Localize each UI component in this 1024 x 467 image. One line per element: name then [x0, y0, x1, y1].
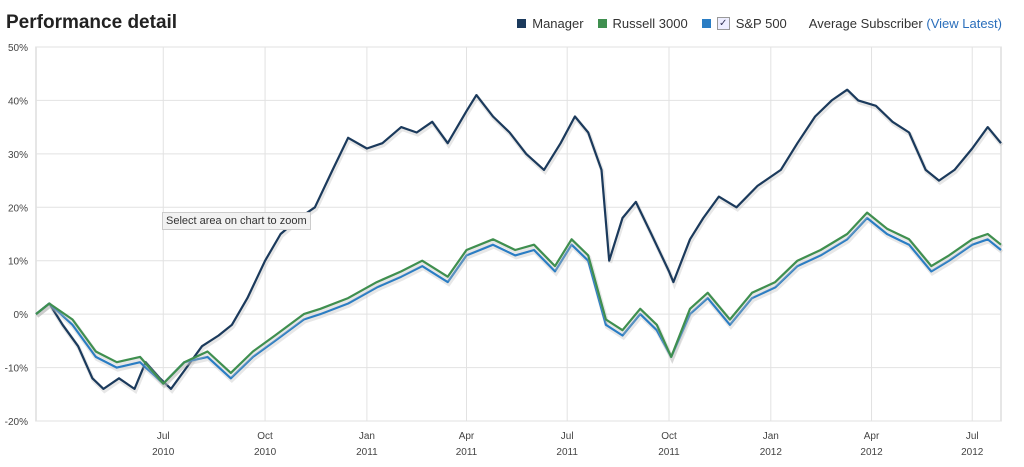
x-axis: Jul 2010 Oct 2010 Jan 2011 Apr 2011 Jul 2011 Oct 20…: [152, 431, 984, 458]
x-tick-year: 2011: [556, 447, 578, 458]
x-tick-month: Jan: [359, 431, 375, 442]
legend: Manager Russell 3000 ✓ S&P 500 Average S…: [503, 16, 1002, 31]
x-tick-month: Apr: [864, 431, 880, 442]
series-shadow-russell-3000: [35, 211, 1004, 389]
y-tick-label: 20%: [8, 203, 28, 214]
legend-label-sp500: S&P 500: [735, 16, 787, 31]
x-tick-month: Jul: [966, 431, 979, 442]
x-tick-year: 2011: [356, 447, 378, 458]
y-tick-label: 40%: [8, 96, 28, 107]
legend-item-sp500[interactable]: ✓ S&P 500: [701, 16, 787, 31]
y-tick-label: -10%: [5, 364, 28, 375]
x-tick-year: 2012: [760, 447, 783, 458]
x-tick-month: Oct: [661, 431, 677, 442]
view-latest-link[interactable]: (View Latest): [926, 16, 1002, 31]
average-subscriber: Average Subscriber (View Latest): [809, 16, 1002, 31]
x-tick-year: 2010: [152, 447, 175, 458]
y-tick-label: 50%: [8, 43, 28, 54]
zoom-hint: Select area on chart to zoom: [162, 212, 311, 230]
legend-label-russell: Russell 3000: [612, 16, 688, 31]
y-tick-label: -20%: [5, 417, 28, 428]
y-axis: -20% -10% 0% 10% 20% 30% 40% 50%: [5, 43, 28, 428]
chart-lines: [35, 88, 1004, 394]
russell-swatch-icon: [597, 19, 607, 28]
legend-item-russell[interactable]: Russell 3000: [597, 16, 688, 31]
x-tick-month: Jan: [763, 431, 779, 442]
series-shadow-s-p-500: [35, 217, 1004, 389]
chart-grid: [35, 46, 1002, 422]
x-tick-year: 2012: [860, 447, 883, 458]
x-tick-month: Jul: [561, 431, 574, 442]
series-line-manager: [35, 88, 1002, 390]
manager-swatch-icon: [517, 19, 527, 28]
x-tick-year: 2012: [961, 447, 984, 458]
series-line-russell-3000: [35, 211, 1002, 385]
legend-item-manager[interactable]: Manager: [517, 16, 584, 31]
x-tick-month: Oct: [257, 431, 273, 442]
legend-label-manager: Manager: [532, 16, 584, 31]
sp500-swatch-icon: [701, 19, 711, 28]
series-shadow-manager: [35, 89, 1004, 394]
x-tick-year: 2011: [658, 447, 680, 458]
page-title: Performance detail: [6, 12, 178, 33]
y-tick-label: 30%: [8, 150, 28, 161]
y-tick-label: 10%: [8, 257, 28, 268]
y-tick-label: 0%: [14, 310, 29, 321]
x-tick-year: 2011: [456, 447, 478, 458]
x-tick-month: Jul: [157, 431, 170, 442]
series-line-s-p-500: [35, 216, 1002, 385]
x-tick-year: 2010: [254, 447, 277, 458]
sp500-checkbox[interactable]: ✓: [716, 17, 730, 30]
subscriber-label: Average Subscriber: [808, 16, 923, 31]
x-tick-month: Apr: [459, 431, 475, 442]
